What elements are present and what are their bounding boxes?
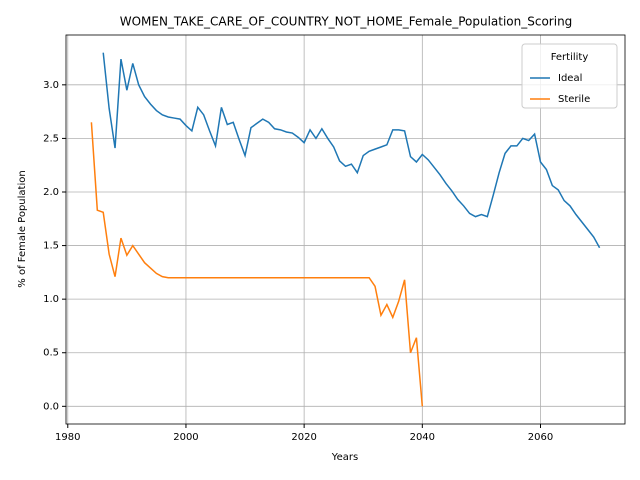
y-tick-label: 2.5 [43,133,59,144]
y-tick-label: 0.0 [43,401,59,412]
y-tick-label: 1.0 [43,294,59,305]
y-tick-label: 2.0 [43,187,59,198]
y-tick-label: 3.0 [43,80,59,91]
legend-title: Fertility [551,52,589,63]
x-axis-label: Years [331,452,358,463]
x-tick-label: 2060 [528,432,553,443]
y-tick-label: 1.5 [43,241,59,252]
x-tick-label: 2040 [410,432,435,443]
chart-title: WOMEN_TAKE_CARE_OF_COUNTRY_NOT_HOME_Fema… [120,15,573,29]
legend-label: Sterile [558,94,590,105]
x-tick-label: 1980 [55,432,80,443]
plot-frame [65,34,626,425]
y-axis-label: % of Female Population [17,170,28,287]
legend-box [521,43,618,109]
y-tick-label: 0.5 [43,348,59,359]
data-line [102,52,601,249]
x-tick-label: 2000 [173,432,198,443]
data-line [90,122,424,407]
legend-label: Ideal [558,73,582,84]
x-tick-label: 2020 [291,432,316,443]
